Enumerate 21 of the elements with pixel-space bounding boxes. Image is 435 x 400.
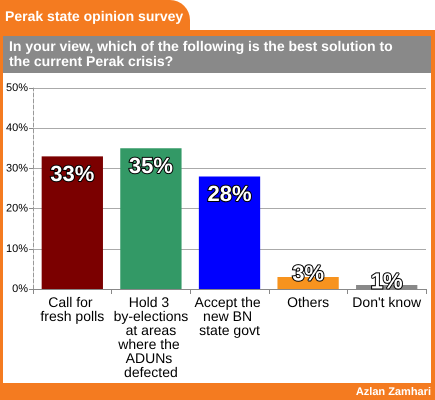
- y-tick-label: 20%: [6, 202, 28, 215]
- x-tick-label: Accept the new BN state govt: [194, 294, 265, 338]
- x-tick-label: Call for fresh polls: [40, 294, 104, 324]
- y-tick-label: 10%: [6, 242, 28, 255]
- data-label: 1%: [370, 268, 403, 294]
- chart-title: Perak state opinion survey: [5, 8, 184, 24]
- x-tick-label: Don't know: [352, 294, 422, 310]
- y-tick-label: 50%: [6, 82, 28, 94]
- data-label: 33%: [50, 160, 94, 186]
- chart-subtitle: In your view, which of the following is the best solution to the current Perak crisis?: [3, 36, 431, 73]
- y-tick-label: 30%: [6, 162, 28, 174]
- bar: [198, 176, 260, 289]
- bar: [42, 156, 103, 289]
- x-tick-label: Others: [287, 294, 330, 310]
- data-label: 28%: [207, 180, 252, 206]
- y-tick-label: 40%: [6, 122, 28, 134]
- y-tick-label: 0%: [12, 283, 28, 295]
- bar: [120, 148, 182, 289]
- data-label: 35%: [128, 152, 173, 178]
- text: Azlan Zamhari: [356, 386, 431, 398]
- x-tick-label: Hold 3 by-elections at areas where the ADUNs defected: [114, 294, 188, 380]
